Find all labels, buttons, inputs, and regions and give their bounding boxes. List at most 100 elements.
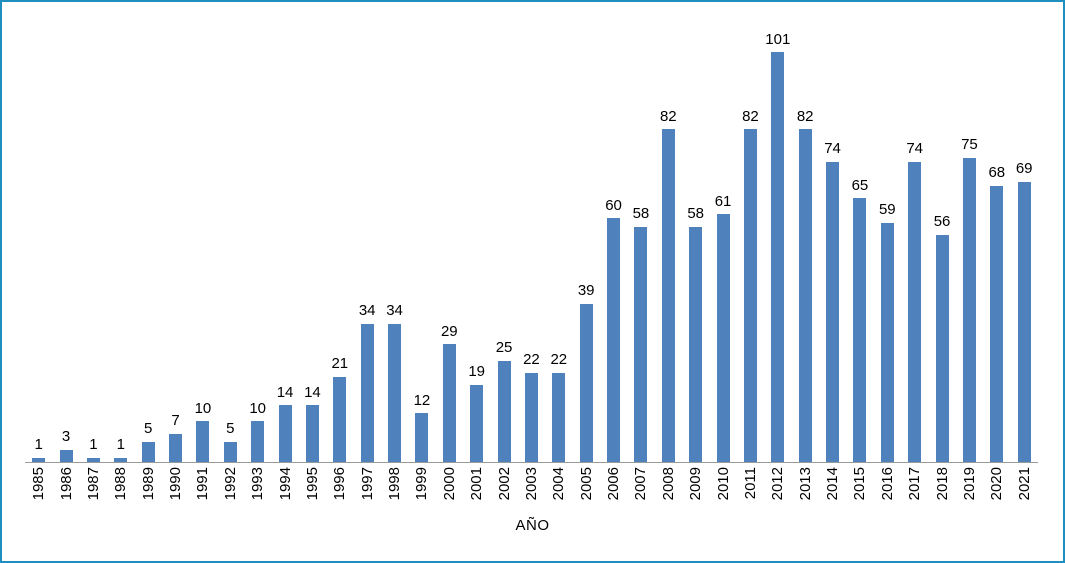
bar-slot: 58 [627, 206, 654, 462]
bar [552, 372, 566, 462]
x-tick-label: 2017 [906, 467, 924, 501]
bar-slot: 69 [1011, 161, 1038, 462]
bar [607, 218, 621, 462]
bar [86, 457, 100, 462]
x-tick-slot: 1994 [271, 467, 298, 511]
bar-slot: 14 [271, 383, 298, 462]
bar [880, 222, 894, 462]
x-tick-slot: 1992 [217, 467, 244, 511]
bar [32, 457, 46, 462]
plot-area: 1 3 1 1 5 7 10 5 10 14 14 21 34 34 12 29 19 25 22 22 39 60 58 8… [25, 2, 1038, 463]
bar [716, 214, 730, 462]
bar-slot: 21 [326, 356, 353, 462]
bar [1017, 181, 1031, 462]
bar [470, 384, 484, 462]
bar [497, 360, 511, 462]
bar-slot: 25 [490, 340, 517, 462]
x-tick-label: 2009 [687, 467, 705, 501]
x-tick-label: 2011 [741, 467, 759, 500]
bar-slot: 59 [874, 201, 901, 462]
bar-slot: 1 [107, 437, 134, 462]
x-tick-label: 2019 [960, 467, 978, 501]
bar [141, 441, 155, 462]
x-tick-slot: 1996 [326, 467, 353, 511]
bar-value-label: 58 [632, 205, 650, 223]
x-tick-label: 2018 [933, 467, 951, 501]
bar [908, 161, 922, 462]
bar-slot: 58 [682, 206, 709, 462]
bar [114, 457, 128, 462]
x-tick-slot: 2007 [627, 467, 654, 511]
bar [388, 323, 402, 462]
bar-value-label: 21 [331, 355, 349, 373]
x-tick-slot: 2005 [573, 467, 600, 511]
bar [333, 376, 347, 462]
bar-slot: 34 [354, 303, 381, 462]
bar-value-label: 29 [440, 322, 458, 340]
x-tick-label: 2012 [769, 467, 787, 501]
x-tick-slot: 2000 [436, 467, 463, 511]
x-tick-slot: 2015 [846, 467, 873, 511]
x-tick-label: 1994 [276, 467, 294, 501]
bar-value-label: 34 [358, 302, 376, 320]
bar-slot: 14 [299, 383, 326, 462]
bar-slot: 65 [846, 177, 873, 462]
bar [743, 129, 757, 462]
bar-value-label: 69 [1015, 160, 1033, 178]
x-tick-slot: 2016 [874, 467, 901, 511]
bar-slot: 10 [244, 399, 271, 462]
bar-value-label: 59 [878, 201, 896, 218]
bar-slot: 29 [436, 322, 463, 462]
bar-value-label: 12 [413, 391, 431, 409]
bar-slot: 82 [655, 108, 682, 462]
x-tick-slot: 2008 [655, 467, 682, 511]
x-tick-slot: 1985 [25, 467, 52, 511]
bar-slot: 68 [983, 165, 1010, 462]
bar-value-label: 56 [933, 213, 951, 231]
x-tick-slot: 2002 [490, 467, 517, 511]
bar [634, 226, 648, 462]
bar-slot: 1 [25, 437, 52, 462]
x-tick-label: 1988 [112, 467, 130, 501]
bar-value-label: 14 [276, 383, 294, 401]
x-tick-slot: 1995 [299, 467, 326, 511]
bar-slot: 74 [901, 141, 928, 462]
bar [689, 226, 703, 462]
x-tick-label: 2004 [550, 467, 568, 501]
x-tick-label: 1987 [84, 467, 102, 501]
x-tick-label: 1993 [249, 467, 267, 501]
x-tick-label: 1999 [413, 467, 431, 501]
bar-value-label: 10 [249, 399, 267, 417]
bar [251, 421, 265, 462]
bar-slot: 5 [217, 421, 244, 462]
x-tick-slot: 1986 [52, 467, 79, 511]
bar [59, 449, 73, 462]
x-tick-slot: 1999 [408, 467, 435, 511]
bar-value-label: 5 [226, 420, 235, 438]
x-tick-slot: 2013 [792, 467, 819, 511]
bar [771, 52, 785, 462]
bar [990, 185, 1004, 462]
bar [661, 129, 675, 462]
x-tick-label: 2016 [878, 467, 896, 501]
x-tick-label: 2005 [577, 467, 595, 501]
bar [853, 198, 867, 462]
x-tick-label: 2006 [605, 467, 623, 501]
x-tick-slot: 2009 [682, 467, 709, 511]
x-tick-label: 1985 [30, 467, 48, 501]
x-tick-slot: 2001 [463, 467, 490, 511]
bar-value-label: 25 [495, 339, 513, 357]
x-tick-slot: 2019 [956, 467, 983, 511]
bar-value-label: 22 [550, 351, 568, 369]
bar-slot: 10 [189, 400, 216, 462]
bar-value-label: 1 [116, 436, 125, 454]
bar-value-label: 14 [304, 383, 321, 401]
x-tick-slot: 2011 [737, 467, 764, 511]
bar [524, 372, 538, 462]
x-tick-label: 2007 [632, 467, 650, 501]
bar-slot: 39 [573, 283, 600, 462]
bar-value-label: 61 [714, 192, 732, 210]
x-tick-label: 2020 [988, 467, 1006, 501]
x-tick-slot: 2003 [518, 467, 545, 511]
